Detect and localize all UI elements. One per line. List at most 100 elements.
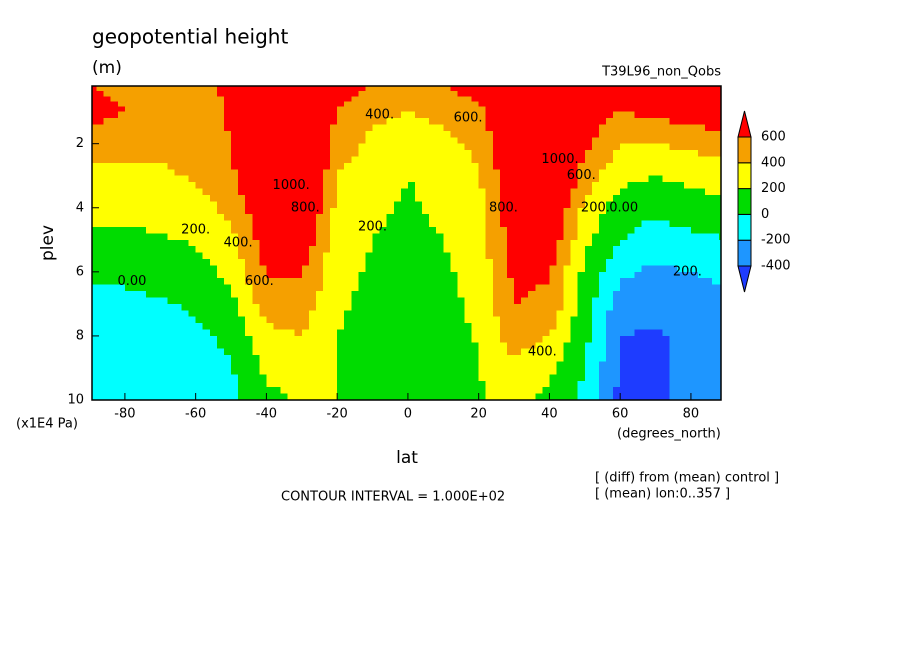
field-cell [606, 194, 614, 202]
field-cell [492, 118, 501, 126]
field-cell [598, 310, 607, 318]
field-cell [514, 111, 522, 119]
field-cell [556, 130, 565, 138]
field-cell [294, 194, 303, 202]
field-cell [407, 226, 416, 234]
field-cell [223, 374, 232, 382]
field-cell [577, 291, 586, 299]
field-cell [400, 226, 409, 234]
field-cell [443, 175, 451, 183]
field-cell [712, 348, 720, 356]
field-cell [549, 291, 558, 299]
field-cell [330, 387, 338, 395]
field-cell [535, 393, 543, 400]
field-cell [662, 316, 671, 324]
field-cell [506, 207, 515, 215]
field-cell [344, 303, 352, 311]
field-cell [252, 239, 260, 247]
field-cell [613, 316, 621, 324]
field-cell [556, 143, 565, 151]
field-cell [705, 106, 713, 113]
field-cell [202, 106, 211, 113]
field-cell [308, 374, 317, 382]
field-cell [124, 226, 133, 234]
field-cell [591, 335, 600, 343]
field-cell [542, 201, 551, 209]
field-cell [719, 291, 721, 299]
field-cell [379, 214, 388, 222]
field-cell [330, 393, 338, 400]
field-cell [563, 188, 572, 196]
field-cell [124, 323, 133, 331]
contour-label: 400. [224, 236, 253, 251]
field-cell [698, 323, 706, 331]
field-cell [698, 374, 706, 382]
field-cell [358, 252, 367, 260]
field-cell [705, 335, 713, 343]
field-cell [238, 111, 246, 119]
field-cell [535, 239, 543, 247]
field-cell [365, 96, 374, 102]
field-cell [577, 101, 586, 108]
field-cell [521, 291, 529, 299]
field-cell [273, 310, 282, 318]
field-cell [436, 130, 444, 138]
field-cell [223, 342, 232, 350]
field-cell [131, 239, 140, 247]
field-cell [301, 265, 310, 273]
field-cell [400, 297, 409, 305]
field-cell [188, 367, 197, 375]
field-cell [379, 182, 388, 190]
field-cell [485, 297, 494, 305]
field-cell [471, 303, 480, 311]
field-cell [160, 226, 168, 234]
field-cell [492, 162, 501, 170]
field-cell [436, 265, 444, 273]
field-cell [252, 323, 260, 331]
field-cell [372, 188, 381, 196]
field-cell [174, 207, 183, 215]
field-cell [528, 182, 536, 190]
field-cell [443, 239, 451, 247]
field-cell [422, 188, 430, 196]
field-cell [499, 259, 508, 267]
field-cell [131, 348, 140, 356]
field-cell [358, 220, 367, 228]
field-cell [598, 201, 607, 209]
field-cell [174, 86, 183, 92]
field-cell [174, 265, 183, 273]
field-cell [570, 130, 579, 138]
field-cell [584, 380, 593, 388]
field-cell [570, 207, 579, 215]
field-cell [634, 291, 643, 299]
field-cell [195, 316, 204, 324]
field-cell [400, 96, 409, 102]
field-cell [273, 156, 282, 164]
field-cell [344, 111, 352, 119]
field-cell [549, 335, 558, 343]
field-cell [655, 297, 664, 305]
field-cell [669, 96, 678, 102]
field-cell [570, 162, 579, 170]
field-cell [613, 175, 621, 183]
field-cell [181, 233, 190, 241]
field-cell [535, 86, 543, 92]
field-cell [577, 162, 586, 170]
field-cell [450, 124, 459, 132]
field-cell [231, 361, 239, 369]
field-cell [591, 124, 600, 132]
field-cell [92, 150, 98, 158]
field-cell [280, 150, 289, 158]
field-cell [641, 162, 650, 170]
field-cell [698, 111, 706, 119]
field-cell [492, 291, 501, 299]
field-cell [492, 150, 501, 158]
field-cell [103, 329, 112, 337]
field-cell [188, 291, 197, 299]
field-cell [606, 169, 614, 177]
field-cell [528, 233, 536, 241]
x-tick-label: 80 [683, 407, 700, 422]
field-cell [209, 291, 218, 299]
field-cell [351, 86, 359, 92]
field-cell [669, 291, 678, 299]
